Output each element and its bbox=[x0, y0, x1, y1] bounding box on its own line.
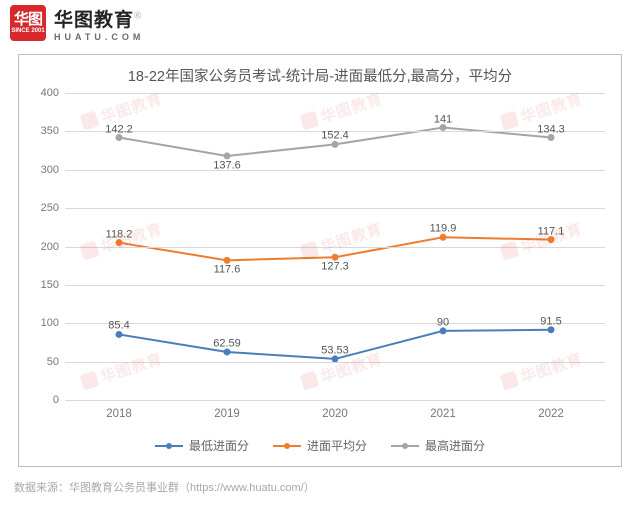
series-marker-max bbox=[224, 152, 231, 159]
data-label-min: 91.5 bbox=[540, 315, 561, 327]
brand-badge-text: 华图 bbox=[14, 12, 42, 27]
y-axis-tick-label: 0 bbox=[53, 394, 65, 406]
data-label-avg: 117.6 bbox=[214, 264, 241, 276]
chart-plot-area: 0501001502002503003504002018201920202021… bbox=[65, 93, 605, 400]
legend-label-avg: 进面平均分 bbox=[307, 437, 367, 454]
data-label-avg: 127.3 bbox=[321, 261, 349, 273]
data-label-avg: 118.2 bbox=[106, 228, 133, 240]
chart-gridline bbox=[65, 170, 605, 171]
x-axis-tick-label: 2020 bbox=[322, 400, 348, 420]
legend-item-min: 最低进面分 bbox=[155, 437, 249, 454]
legend-label-max: 最高进面分 bbox=[425, 437, 485, 454]
x-axis-tick-label: 2018 bbox=[106, 400, 132, 420]
chart-gridline bbox=[65, 247, 605, 248]
data-label-avg: 119.9 bbox=[430, 223, 457, 235]
chart-container: 18-22年国家公务员考试-统计局-进面最低分,最高分，平均分 05010015… bbox=[18, 54, 622, 467]
series-marker-avg bbox=[332, 254, 339, 261]
chart-gridline bbox=[65, 285, 605, 286]
brand-logo-icon: 华图 SINCE 2001 bbox=[10, 5, 46, 41]
legend-swatch-avg bbox=[273, 445, 301, 447]
data-label-max: 142.2 bbox=[105, 123, 133, 135]
brand-domain: HUATU.COM bbox=[54, 32, 144, 42]
y-axis-tick-label: 300 bbox=[41, 164, 65, 176]
data-source-note: 数据来源：华图教育公务员事业群（https://www.huatu.com/） bbox=[14, 479, 315, 495]
data-label-avg: 117.1 bbox=[538, 225, 565, 237]
chart-legend: 最低进面分 进面平均分 最高进面分 bbox=[19, 437, 621, 454]
brand-badge-year: SINCE 2001 bbox=[11, 27, 44, 35]
y-axis-tick-label: 250 bbox=[41, 202, 65, 214]
legend-item-max: 最高进面分 bbox=[391, 437, 485, 454]
x-axis-tick-label: 2019 bbox=[214, 400, 240, 420]
legend-item-avg: 进面平均分 bbox=[273, 437, 367, 454]
y-axis-tick-label: 50 bbox=[47, 356, 65, 368]
data-label-max: 137.6 bbox=[213, 160, 241, 172]
data-label-max: 152.4 bbox=[321, 130, 349, 142]
y-axis-tick-label: 350 bbox=[41, 125, 65, 137]
legend-swatch-max bbox=[391, 445, 419, 447]
brand-header: 华图 SINCE 2001 华图教育® HUATU.COM bbox=[0, 0, 640, 46]
y-axis-tick-label: 400 bbox=[41, 87, 65, 99]
chart-gridline bbox=[65, 93, 605, 94]
data-label-min: 90 bbox=[437, 317, 449, 329]
chart-title: 18-22年国家公务员考试-统计局-进面最低分,最高分，平均分 bbox=[19, 55, 621, 86]
legend-label-min: 最低进面分 bbox=[189, 437, 249, 454]
chart-gridline bbox=[65, 323, 605, 324]
brand-registered: ® bbox=[134, 10, 142, 21]
x-axis-tick-label: 2022 bbox=[538, 400, 564, 420]
brand-name: 华图教育 bbox=[54, 10, 134, 31]
chart-gridline bbox=[65, 362, 605, 363]
y-axis-tick-label: 150 bbox=[41, 279, 65, 291]
data-label-max: 141 bbox=[434, 113, 452, 125]
series-marker-avg bbox=[224, 257, 231, 264]
legend-swatch-min bbox=[155, 445, 183, 447]
data-label-max: 134.3 bbox=[537, 123, 565, 135]
data-label-min: 53.53 bbox=[321, 345, 349, 357]
y-axis-tick-label: 100 bbox=[41, 317, 65, 329]
data-label-min: 62.59 bbox=[213, 338, 241, 350]
chart-gridline bbox=[65, 208, 605, 209]
x-axis-tick-label: 2021 bbox=[430, 400, 456, 420]
data-label-min: 85.4 bbox=[108, 320, 129, 332]
y-axis-tick-label: 200 bbox=[41, 241, 65, 253]
brand-text: 华图教育® HUATU.COM bbox=[54, 5, 144, 42]
